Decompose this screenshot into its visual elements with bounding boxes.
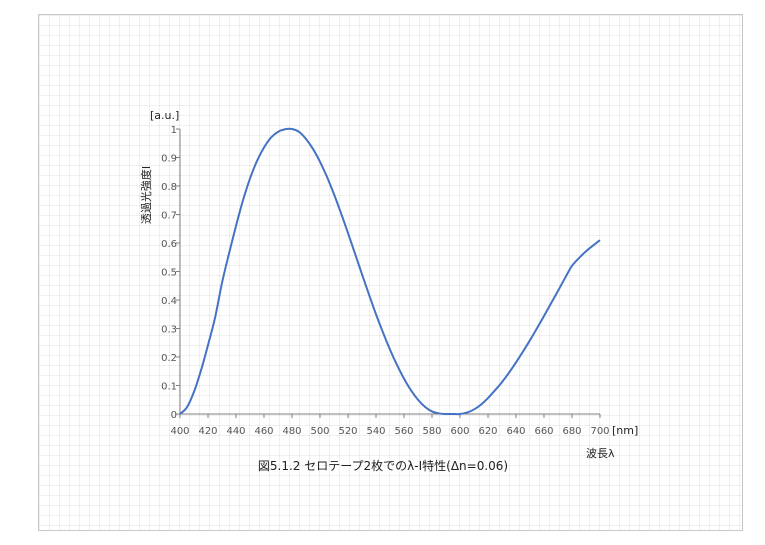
y-tick-label: 1 — [171, 125, 177, 136]
x-axis-label: 波長λ — [586, 447, 615, 460]
y-tick-label: 0.7 — [161, 211, 177, 222]
x-tick-label: 700 — [590, 426, 609, 437]
y-tick-label: 0.2 — [161, 353, 177, 364]
x-tick-label: 540 — [366, 426, 385, 437]
x-tick-label: 680 — [562, 426, 581, 437]
y-axis-ticks: 0 0.1 0.2 0.3 0.4 0.5 0.6 0.7 0.8 0.9 1 — [161, 125, 180, 421]
x-tick-label: 620 — [478, 426, 497, 437]
x-tick-label: 460 — [254, 426, 273, 437]
y-tick-label: 0.3 — [161, 325, 177, 336]
y-axis-unit: [a.u.] — [150, 109, 179, 122]
x-tick-label: 400 — [170, 426, 189, 437]
x-tick-label: 500 — [310, 426, 329, 437]
y-tick-label: 0.5 — [161, 268, 177, 279]
chart-title: 図5.1.2 セロテープ2枚でのλ-I特性(Δn=0.06) — [258, 458, 508, 473]
y-tick-label: 0.1 — [161, 382, 177, 393]
x-tick-label: 420 — [198, 426, 217, 437]
y-tick-label: 0.8 — [161, 182, 177, 193]
x-tick-label: 520 — [338, 426, 357, 437]
x-tick-label: 660 — [534, 426, 553, 437]
x-tick-label: 580 — [422, 426, 441, 437]
y-tick-label: 0.4 — [161, 296, 177, 307]
x-axis-unit: [nm] — [612, 424, 638, 437]
y-tick-label: 0.9 — [161, 154, 177, 165]
y-axis-label: 透過光強度I — [139, 166, 153, 224]
x-axis-ticks: 400 420 440 460 480 500 520 540 560 580 600 620 640 6… — [170, 414, 610, 437]
y-tick-label: 0.6 — [161, 239, 177, 250]
x-tick-label: 440 — [226, 426, 245, 437]
x-tick-label: 600 — [450, 426, 469, 437]
x-tick-label: 560 — [394, 426, 413, 437]
x-tick-label: 640 — [506, 426, 525, 437]
chart-sheet — [38, 14, 743, 531]
x-tick-label: 480 — [282, 426, 301, 437]
series-layer — [179, 127, 601, 416]
series-line — [179, 127, 601, 416]
y-tick-label: 0 — [171, 410, 177, 421]
